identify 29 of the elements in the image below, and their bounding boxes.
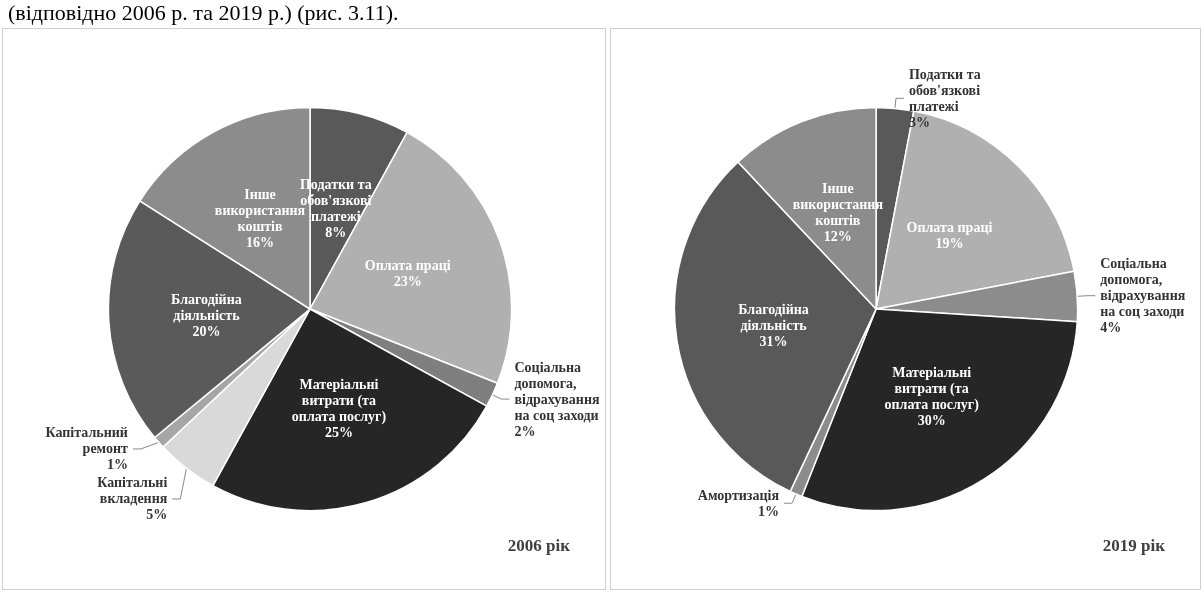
data-label: 25% xyxy=(324,425,353,441)
data-label: 19% xyxy=(935,236,964,252)
slice-label: Капітальний ремонт xyxy=(45,425,129,457)
data-label: 4% xyxy=(1100,320,1122,336)
data-label: 2% xyxy=(514,423,536,439)
slice-label: Амортизація xyxy=(697,487,780,503)
data-label: 30% xyxy=(917,413,946,429)
data-label: 20% xyxy=(192,324,221,340)
slice-label: Соціальна допомога, відрахування на соц заходи xyxy=(514,359,600,423)
text: 2019 рік xyxy=(1102,536,1166,555)
data-label: 31% xyxy=(759,333,788,349)
data-label: 23% xyxy=(393,274,422,290)
data-label: 8% xyxy=(325,224,347,240)
slice-label: Соціальна допомога, відрахування на соц заходи xyxy=(1100,256,1186,320)
slice-label: Матеріальні витрати (та оплата послуг) xyxy=(291,377,387,426)
data-label: 5% xyxy=(146,507,168,523)
slice-label: Благодійна діяльність xyxy=(738,301,809,333)
data-label: 12% xyxy=(823,228,852,244)
slice-label: Оплата праці xyxy=(906,220,993,236)
text: (відповідно 2006 р. та 2019 р.) (рис. 3.11). xyxy=(8,0,399,26)
data-label: 1% xyxy=(758,503,780,519)
slice-label: Оплата праці xyxy=(364,258,451,274)
data-label: 1% xyxy=(106,457,128,473)
slice-label: Капітальні вкладення xyxy=(97,475,168,507)
slice-label: Благодійна діяльність xyxy=(171,292,242,324)
slice-label: Податки та обов'язкові платежі xyxy=(908,66,981,114)
data-label: 16% xyxy=(246,234,275,250)
slice-label: Матеріальні витрати (та оплата послуг) xyxy=(884,365,980,414)
text: 2006 рік xyxy=(507,536,571,555)
